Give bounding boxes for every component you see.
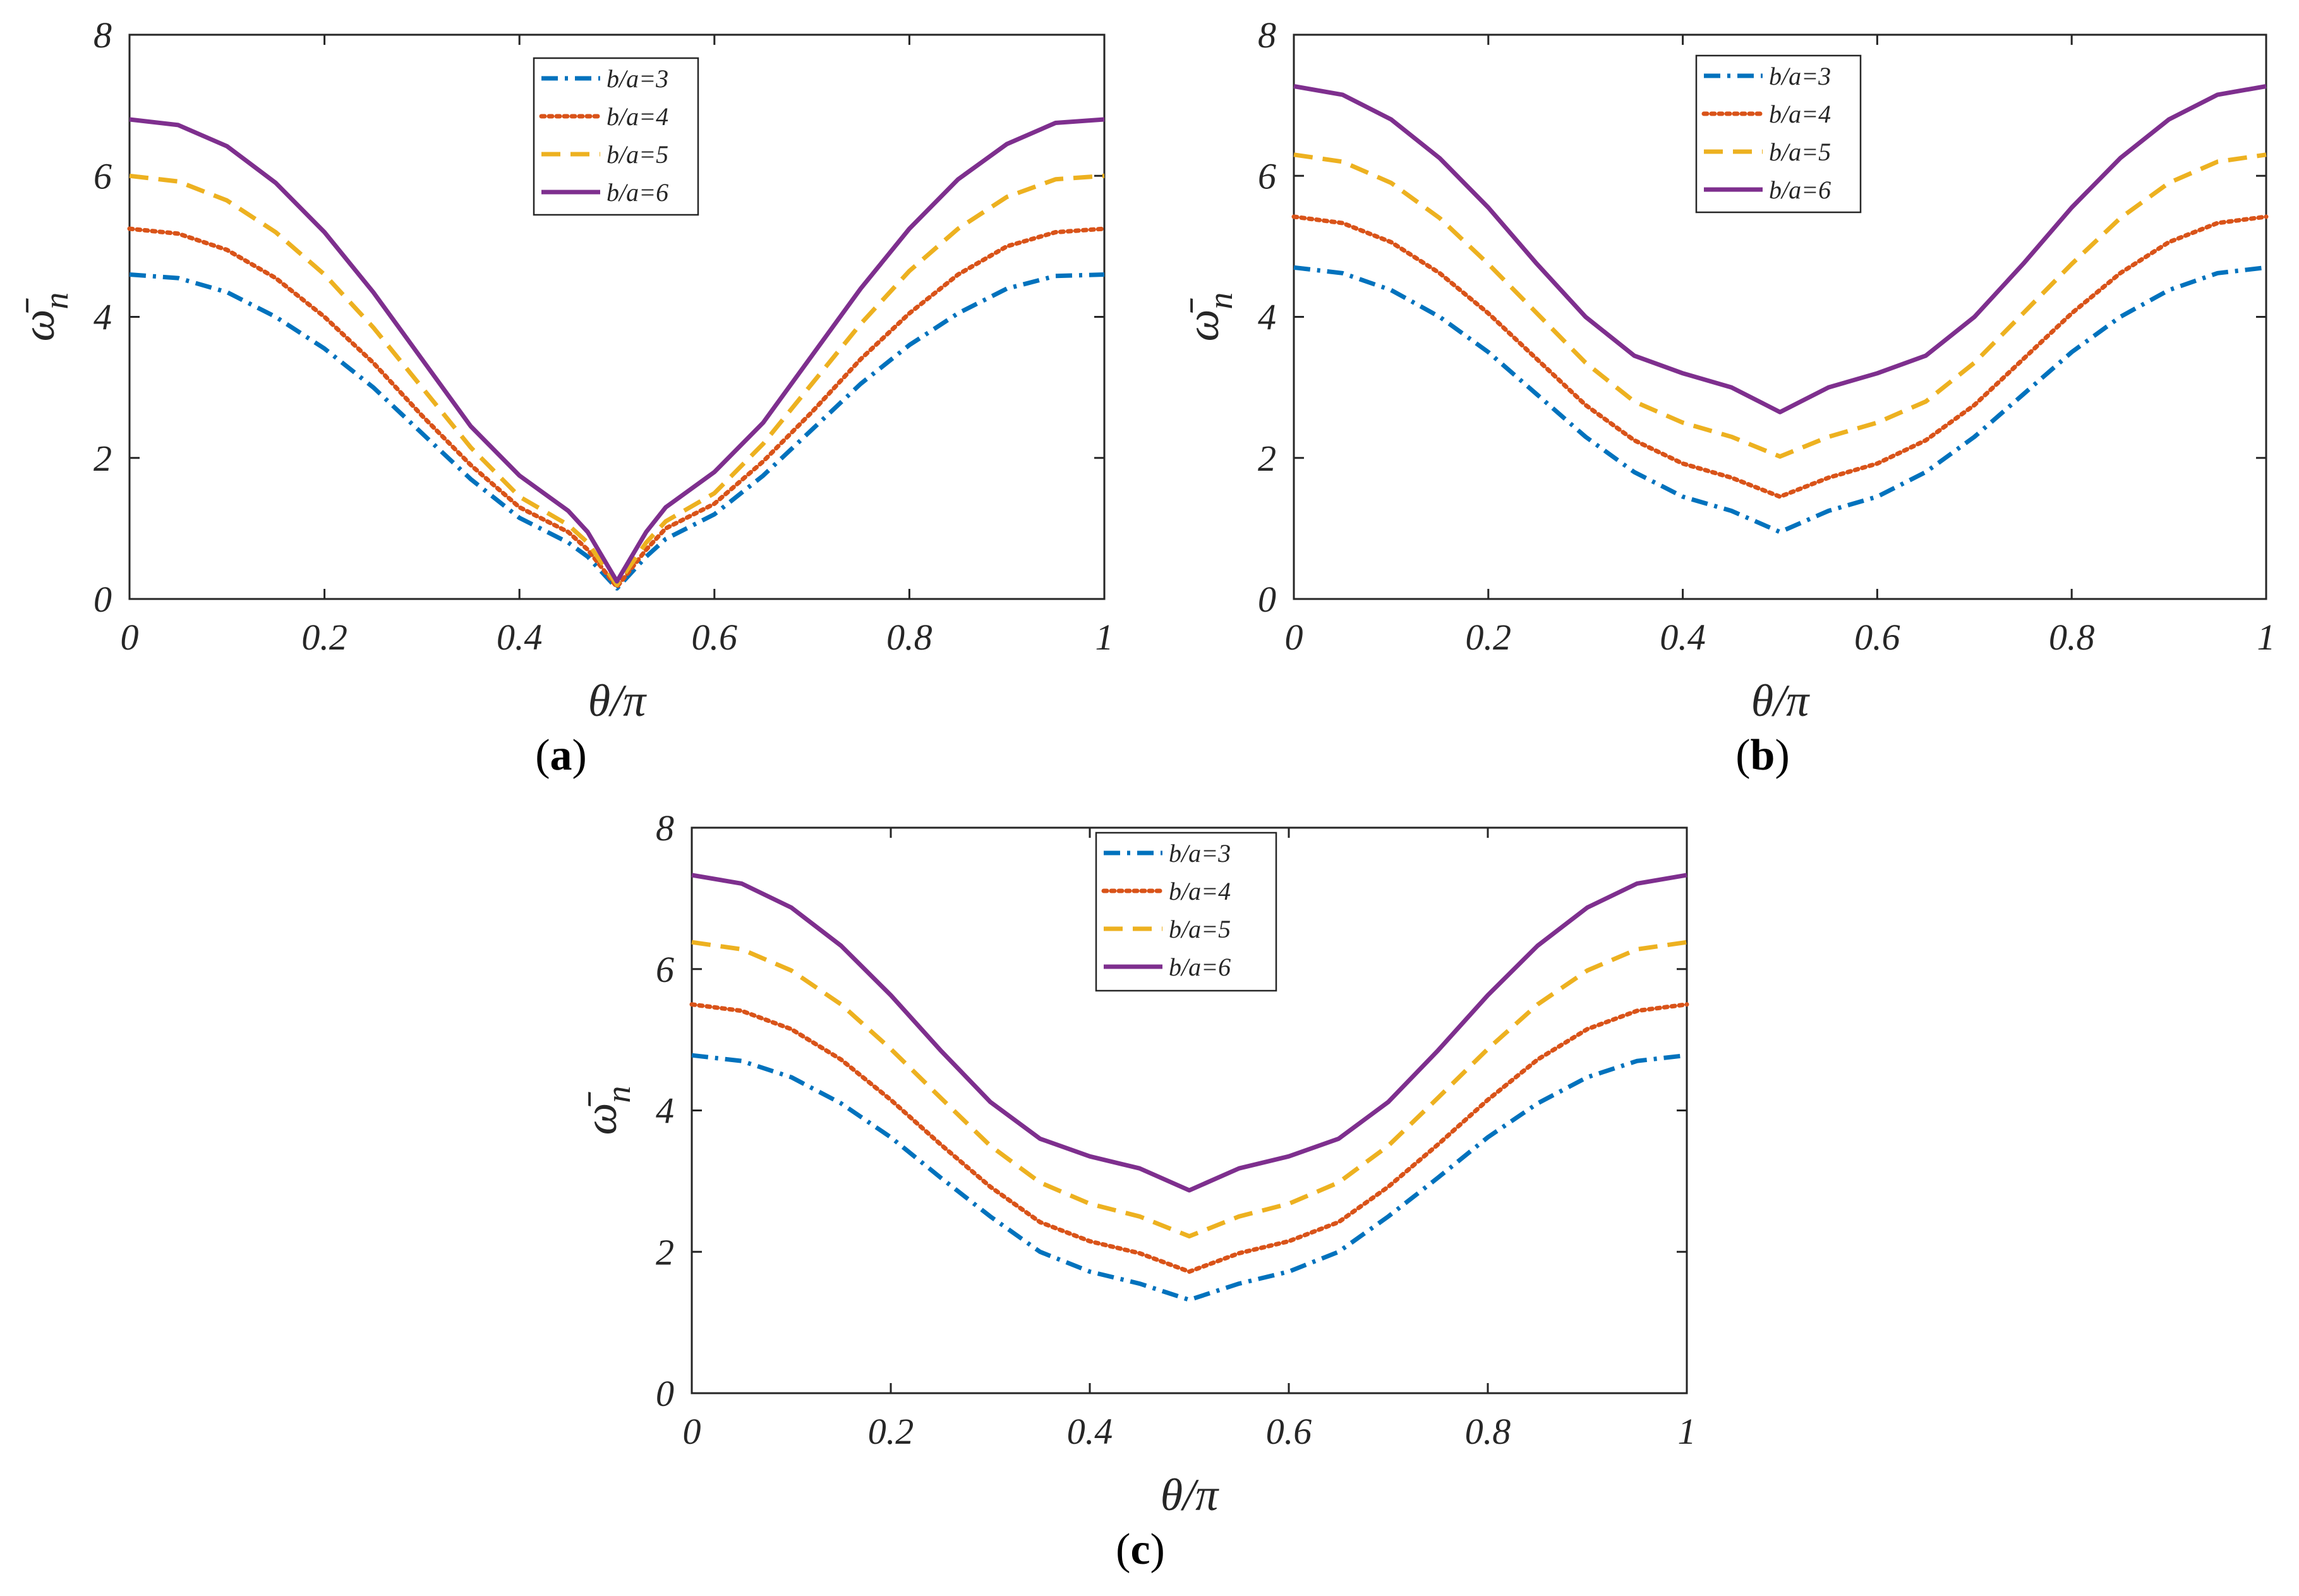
legend-box (1695, 54, 1862, 214)
y-tick-label: 4 (1258, 297, 1276, 338)
x-tick-label: 0.4 (1067, 1411, 1113, 1452)
y-axis-title: ω̄n (13, 293, 75, 342)
series-line-3 (1293, 265, 2267, 535)
x-axis-title: θ/π (1161, 1470, 1219, 1520)
x-tick-label: 1 (2257, 617, 2276, 658)
legend-label: b/a=4 (1769, 100, 1831, 128)
caption-letter: c (1130, 1525, 1150, 1574)
x-tick-label: 0.2 (1466, 617, 1512, 658)
y-axis-subscript: n (37, 293, 75, 310)
series-line-4 (1291, 214, 2269, 499)
legend: b/a=3 b/a=4 b/a=5 b/a=6 (533, 57, 699, 216)
y-axis-subscript: n (1202, 293, 1240, 310)
x-tick-label: 0 (1285, 617, 1303, 658)
y-axis-title: ω̄n (576, 1086, 637, 1135)
series-line-3 (691, 1053, 1687, 1302)
x-tick-label: 0.2 (301, 617, 347, 658)
caption-paren-open: ( (1116, 1525, 1130, 1574)
legend-label: b/a=3 (1169, 839, 1231, 868)
y-axis-subscript: n (600, 1086, 637, 1103)
y-tick-label: 6 (656, 949, 674, 990)
y-tick-label: 2 (656, 1231, 674, 1273)
legend-box (533, 57, 699, 216)
panel-caption: (a) (535, 731, 587, 780)
y-tick-label: 8 (656, 807, 674, 849)
y-tick-label: 4 (656, 1091, 674, 1132)
legend-label: b/a=4 (606, 102, 668, 131)
x-tick-label: 0.6 (1266, 1411, 1312, 1452)
legend-label: b/a=5 (1769, 138, 1831, 166)
y-tick-label: 4 (94, 297, 112, 338)
x-tick-label: 0.8 (2049, 617, 2095, 658)
y-axis-title: ω̄n (1178, 293, 1240, 342)
x-tick-label: 1 (1095, 617, 1114, 658)
legend: b/a=3 b/a=4 b/a=5 b/a=6 (1095, 831, 1277, 992)
panel-caption: (b) (1735, 731, 1790, 780)
y-tick-label: 0 (1258, 579, 1276, 620)
chart-panel-a: 0 0.2 0.4 0.6 0.8 1 0 2 4 6 8 θ/π ω̄n b/a=3 b/a=4 b/a=5… (13, 15, 1114, 780)
x-axis-title: θ/π (1751, 675, 1810, 726)
y-tick-label: 6 (1258, 155, 1276, 196)
x-tick-label: 0.4 (497, 617, 543, 658)
x-tick-label: 0.8 (886, 617, 932, 658)
legend-label: b/a=6 (1769, 176, 1831, 204)
y-tick-label: 6 (94, 155, 112, 196)
series-line-3 (129, 272, 1105, 591)
y-tick-label: 2 (1258, 438, 1276, 479)
legend-box (1095, 831, 1277, 992)
series-line-5 (691, 940, 1687, 1239)
x-tick-label: 1 (1678, 1411, 1696, 1452)
legend-label: b/a=5 (1169, 915, 1231, 943)
y-tick-label: 0 (656, 1373, 674, 1414)
x-tick-label: 0.4 (1660, 617, 1706, 658)
legend-label: b/a=6 (606, 178, 668, 207)
x-tick-label: 0.6 (1854, 617, 1900, 658)
series-line-6 (129, 117, 1105, 584)
legend-label: b/a=4 (1169, 877, 1231, 905)
series-line-6 (691, 873, 1687, 1193)
x-tick-label: 0.6 (692, 617, 738, 658)
legend-label: b/a=5 (606, 140, 668, 169)
caption-paren-close: ) (1775, 731, 1789, 780)
series-line-5 (1293, 152, 2267, 459)
caption-paren-open: ( (535, 731, 550, 780)
x-tick-label: 0.2 (868, 1411, 914, 1452)
x-tick-label: 0 (683, 1411, 701, 1452)
caption-letter: b (1751, 731, 1775, 780)
panel-caption: (c) (1116, 1525, 1165, 1574)
chart-panel-b: 0 0.2 0.4 0.6 0.8 1 0 2 4 6 8 θ/π ω̄n b/a=3 b/a=4 b/a=5… (1178, 15, 2276, 780)
series-line-4 (689, 1002, 1689, 1274)
legend: b/a=3 b/a=4 b/a=5 b/a=6 (1695, 54, 1862, 214)
x-tick-label: 0.8 (1465, 1411, 1511, 1452)
y-tick-label: 0 (94, 579, 112, 620)
y-tick-label: 8 (94, 15, 112, 56)
legend-label: b/a=3 (606, 64, 668, 93)
series-line-5 (129, 173, 1105, 588)
series-line-6 (1293, 84, 2267, 414)
chart-panel-c: 0 0.2 0.4 0.6 0.8 1 0 2 4 6 8 θ/π ω̄n b/a=3 b/a=4 b/a=5… (576, 807, 1696, 1574)
legend-label: b/a=3 (1769, 62, 1831, 90)
y-tick-label: 2 (94, 438, 112, 479)
x-tick-label: 0 (121, 617, 139, 658)
caption-letter: a (550, 731, 572, 780)
caption-paren-open: ( (1735, 731, 1750, 780)
x-axis-title: θ/π (588, 675, 647, 726)
y-tick-label: 8 (1258, 15, 1276, 56)
caption-paren-close: ) (572, 731, 587, 780)
caption-paren-close: ) (1150, 1525, 1165, 1574)
legend-label: b/a=6 (1169, 953, 1231, 981)
